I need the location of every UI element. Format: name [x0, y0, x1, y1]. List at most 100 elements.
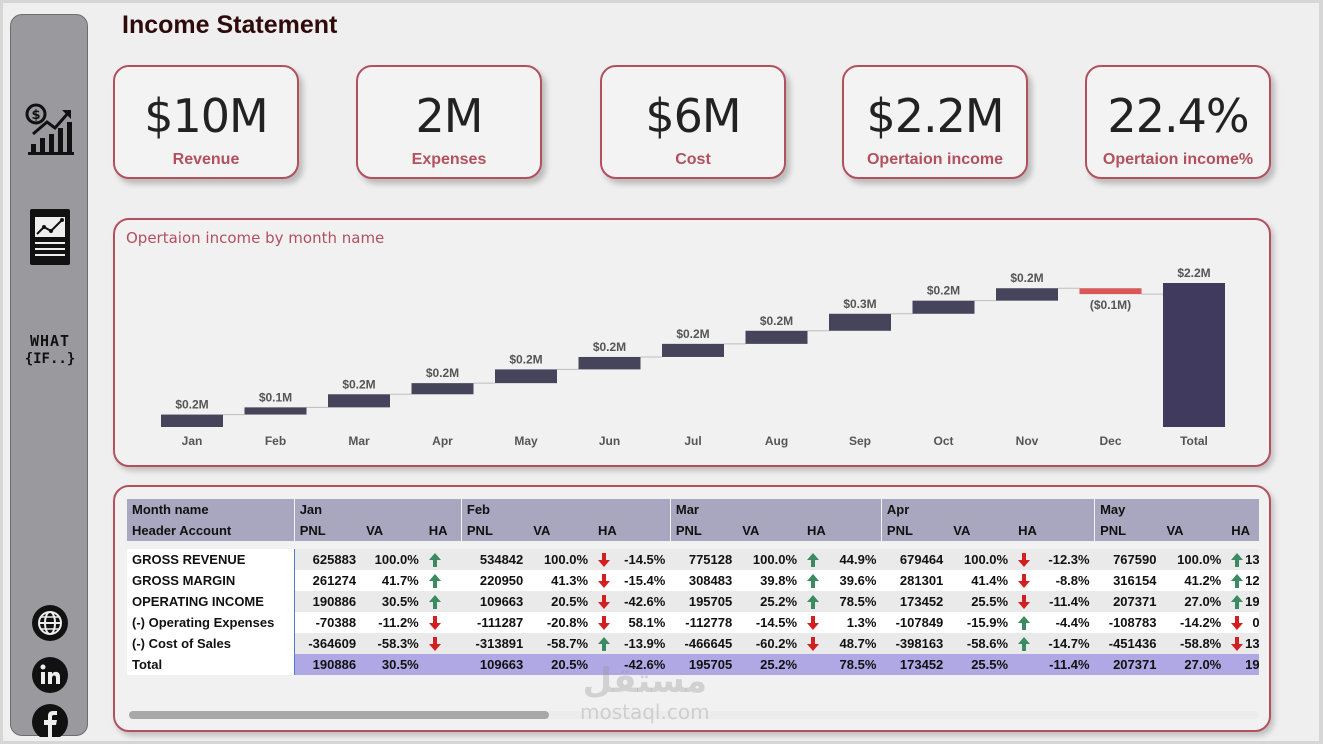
va-cell: 100.0% [737, 549, 803, 570]
measure-header[interactable]: PNL [293, 520, 362, 541]
data-label: ($0.1M) [1090, 298, 1131, 312]
globe-icon[interactable] [25, 603, 75, 643]
arrow-up-icon [597, 636, 611, 652]
pnl-cell: 220950 [461, 570, 529, 591]
waterfall-bar-nov[interactable] [996, 288, 1058, 301]
sidebar: $ WHAT {IF..} [10, 14, 88, 737]
pnl-matrix: Month name Jan Feb Mar Apr May Header Account P… [127, 499, 1259, 679]
waterfall-bar-total[interactable] [1163, 283, 1225, 427]
horizontal-scrollbar[interactable] [129, 711, 1259, 719]
measure-header[interactable]: VA [361, 520, 424, 541]
measure-header[interactable]: HA [802, 520, 882, 541]
watermark: مستقل mostaql.com [580, 662, 710, 724]
measure-header[interactable]: HA [1013, 520, 1095, 541]
month-header[interactable]: Apr [880, 499, 1095, 520]
pnl-cell: -112778 [670, 612, 738, 633]
measure-header[interactable]: VA [1161, 520, 1227, 541]
va-cell: 41.2% [1161, 570, 1227, 591]
account-name[interactable]: GROSS MARGIN [127, 570, 295, 591]
measure-header[interactable]: VA [737, 520, 803, 541]
total-label: Total [127, 654, 295, 675]
account-name[interactable]: (-) Operating Expenses [127, 612, 295, 633]
scrollbar-thumb[interactable] [129, 711, 549, 719]
ha-cell: -11.4% [1013, 654, 1095, 675]
account-name[interactable]: (-) Cost of Sales [127, 633, 295, 654]
watermark-logo: مستقل [582, 661, 707, 701]
month-header[interactable]: Jan [293, 499, 462, 520]
waterfall-bar-apr[interactable] [411, 383, 474, 395]
arrow-up-icon [1017, 636, 1031, 652]
waterfall-bar-mar[interactable] [328, 394, 390, 408]
ha-value: -14.7% [1048, 636, 1090, 651]
measure-header[interactable]: PNL [460, 520, 529, 541]
measure-header[interactable]: HA [423, 520, 462, 541]
x-tick-label: Feb [265, 434, 286, 448]
measure-header[interactable]: PNL [669, 520, 738, 541]
pnl-cell: -70388 [294, 612, 362, 633]
data-label: $0.2M [342, 377, 375, 391]
arrow-down-icon [1230, 636, 1244, 652]
pnl-cell: 767590 [1094, 549, 1162, 570]
month-header[interactable]: Mar [669, 499, 882, 520]
va-cell: -58.7% [528, 633, 594, 654]
ha-cell: 13.4% [1226, 633, 1259, 654]
ha-cell: 1.3% [802, 612, 882, 633]
pnl-cell: -108783 [1094, 612, 1162, 633]
va-cell: 30.5% [361, 591, 424, 612]
va-cell: -60.2% [737, 633, 803, 654]
kpi-card-operation-income: $2.2M Opertaion income [842, 65, 1028, 179]
waterfall-bar-jul[interactable] [662, 343, 724, 357]
arrow-up-icon [1017, 615, 1031, 631]
ha-cell: 19.6% [1226, 654, 1259, 675]
waterfall-bar-feb[interactable] [244, 407, 307, 415]
ha-cell: 13.0% [1226, 549, 1259, 570]
measure-header[interactable]: PNL [880, 520, 949, 541]
data-label: $0.2M [593, 340, 626, 354]
chart-title: Opertaion income by month name [126, 229, 385, 247]
waterfall-bar-jun[interactable] [578, 356, 641, 370]
measure-header[interactable]: HA [1226, 520, 1259, 541]
facebook-icon[interactable] [25, 703, 75, 737]
linkedin-icon[interactable] [25, 655, 75, 695]
ha-cell [423, 591, 462, 612]
ha-cell: -14.5% [593, 549, 671, 570]
pnl-cell: 261274 [294, 570, 362, 591]
waterfall-bar-oct[interactable] [912, 300, 975, 314]
ha-value: -4.4% [1055, 615, 1090, 630]
ha-cell: 44.9% [802, 549, 882, 570]
x-tick-label: Apr [432, 434, 453, 448]
what-if-button[interactable]: WHAT {IF..} [19, 332, 81, 368]
account-name[interactable]: GROSS REVENUE [127, 549, 295, 570]
waterfall-bar-aug[interactable] [745, 330, 808, 344]
x-tick-label: Total [1180, 434, 1208, 448]
waterfall-bar-dec[interactable] [1079, 288, 1142, 295]
kpi-label: Revenue [172, 151, 240, 168]
ha-value: 48.7% [839, 636, 877, 651]
month-header[interactable]: May [1094, 499, 1259, 520]
pnl-cell: 195705 [670, 591, 738, 612]
account-name[interactable]: OPERATING INCOME [127, 591, 295, 612]
arrow-down-icon [1017, 594, 1031, 610]
report-chart-icon[interactable] [25, 206, 75, 268]
measure-header[interactable]: PNL [1094, 520, 1162, 541]
waterfall-bar-may[interactable] [495, 369, 557, 384]
waterfall-chart-panel: Opertaion income by month name $0.2M Jan $… [113, 218, 1271, 467]
measure-header[interactable]: VA [948, 520, 1014, 541]
arrow-down-icon [1230, 615, 1244, 631]
ha-value: -8.8% [1055, 573, 1090, 588]
svg-text:$: $ [31, 108, 40, 123]
va-cell: 41.3% [528, 570, 594, 591]
waterfall-bar-jan[interactable] [161, 414, 223, 427]
pnl-cell: -313891 [461, 633, 529, 654]
matrix-header-months: Month name Jan Feb Mar Apr May [127, 499, 1259, 520]
month-header[interactable]: Feb [460, 499, 671, 520]
watermark-url: mostaql.com [580, 700, 710, 724]
ha-cell: -13.9% [593, 633, 671, 654]
pnl-cell: 679464 [881, 549, 949, 570]
measure-header[interactable]: HA [593, 520, 671, 541]
measure-header[interactable]: VA [528, 520, 594, 541]
waterfall-bar-sep[interactable] [829, 313, 891, 331]
arrow-up-icon [1230, 552, 1244, 568]
pnl-cell: -107849 [881, 612, 949, 633]
money-growth-icon[interactable]: $ [25, 99, 75, 157]
